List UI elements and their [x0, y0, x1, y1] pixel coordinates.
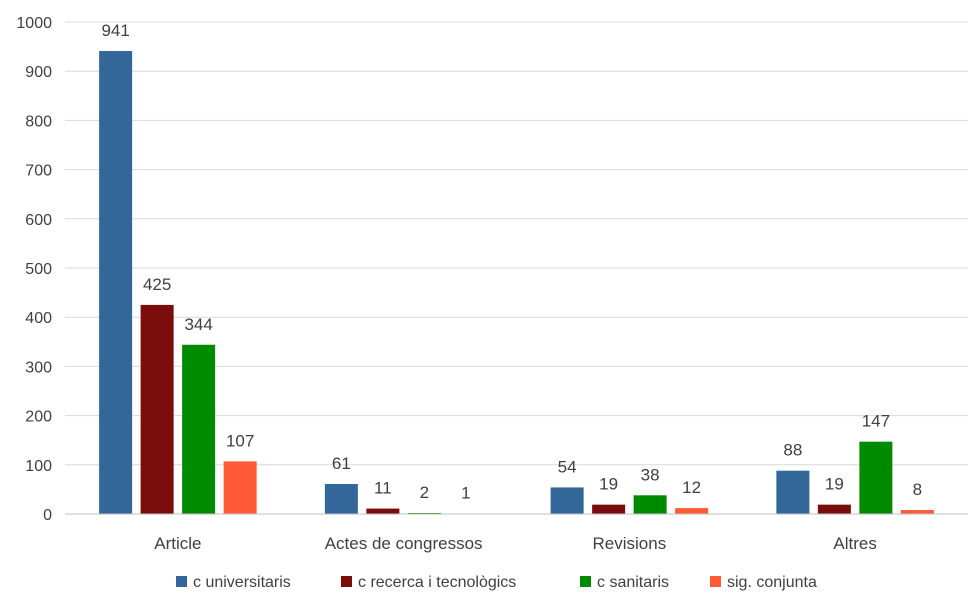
legend-swatch [176, 576, 187, 587]
data-label: 12 [682, 478, 701, 497]
bar [141, 305, 174, 514]
data-label: 8 [913, 480, 922, 499]
data-label: 107 [226, 431, 254, 450]
bar [634, 495, 667, 514]
data-label: 38 [641, 465, 660, 484]
x-tick-label: Altres [833, 534, 876, 553]
legend-swatch [341, 576, 352, 587]
data-labels: 941 425 344 107 61 11 2 1 54 19 38 12 88 19 147 8 [101, 21, 922, 502]
y-tick-label: 800 [25, 113, 52, 130]
bar [99, 51, 132, 514]
bar [776, 471, 809, 514]
legend-label: sig. conjunta [727, 574, 817, 591]
legend-label: c universitaris [193, 574, 291, 591]
data-label: 61 [332, 454, 351, 473]
bar [182, 345, 215, 514]
bar [592, 505, 625, 514]
data-label: 54 [558, 457, 577, 476]
data-label: 88 [783, 441, 802, 460]
bar [859, 442, 892, 514]
legend: c universitaris c recerca i tecnològics c … [176, 574, 817, 591]
y-tick-label: 700 [25, 163, 52, 180]
data-label: 941 [101, 21, 129, 40]
legend-swatch [580, 576, 591, 587]
data-label: 147 [862, 412, 890, 431]
data-label: 425 [143, 275, 171, 294]
y-tick-label: 0 [43, 507, 52, 524]
y-tick-label: 900 [25, 64, 52, 81]
x-tick-label: Article [154, 534, 201, 553]
y-tick-label: 100 [25, 458, 52, 475]
legend-swatch [710, 576, 721, 587]
data-label: 11 [374, 479, 392, 498]
data-label: 1 [461, 484, 470, 503]
y-tick-label: 1000 [16, 15, 52, 32]
x-axis: Article Actes de congressos Revisions Altre… [65, 514, 968, 553]
x-tick-label: Revisions [593, 534, 667, 553]
bar [901, 510, 934, 514]
bar [818, 505, 851, 514]
y-tick-label: 200 [25, 409, 52, 426]
legend-label: c sanitaris [597, 574, 669, 591]
legend-label: c recerca i tecnològics [358, 574, 516, 591]
x-tick-label: Actes de congressos [325, 534, 483, 553]
bar [224, 461, 257, 514]
bar [366, 509, 399, 514]
bar [675, 508, 708, 514]
y-tick-label: 500 [25, 261, 52, 278]
data-label: 19 [599, 475, 618, 494]
data-label: 2 [420, 483, 429, 502]
y-tick-label: 400 [25, 310, 52, 327]
data-label: 19 [825, 475, 844, 494]
y-axis: 0 100 200 300 400 500 600 700 800 900 1000 [16, 15, 52, 524]
y-tick-label: 300 [25, 359, 52, 376]
bar [325, 484, 358, 514]
data-label: 344 [184, 315, 212, 334]
y-tick-label: 600 [25, 212, 52, 229]
bar [551, 487, 584, 514]
